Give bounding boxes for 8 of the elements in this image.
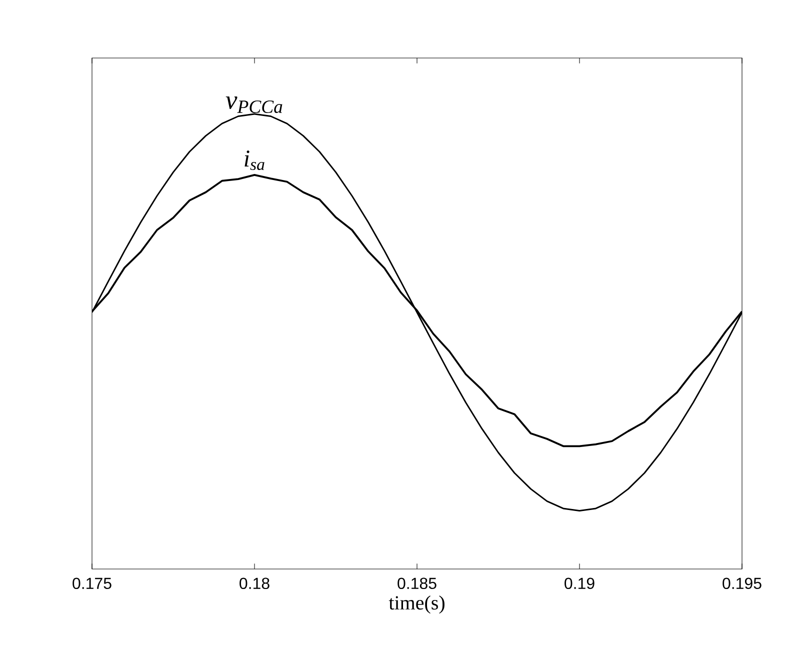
x-tick-label: 0.19	[564, 578, 594, 590]
series-label: v$_{PCCa}$	[226, 96, 282, 114]
x-tick-label: 0.18	[240, 578, 270, 590]
x-tick-label: 0.195	[722, 578, 762, 590]
series-label: i$_{sa}$	[244, 150, 264, 170]
x-tick-label: 0.185	[398, 578, 436, 590]
x-tick-label: 0.175	[72, 578, 112, 590]
x-axis-title: time(s)	[388, 596, 444, 614]
